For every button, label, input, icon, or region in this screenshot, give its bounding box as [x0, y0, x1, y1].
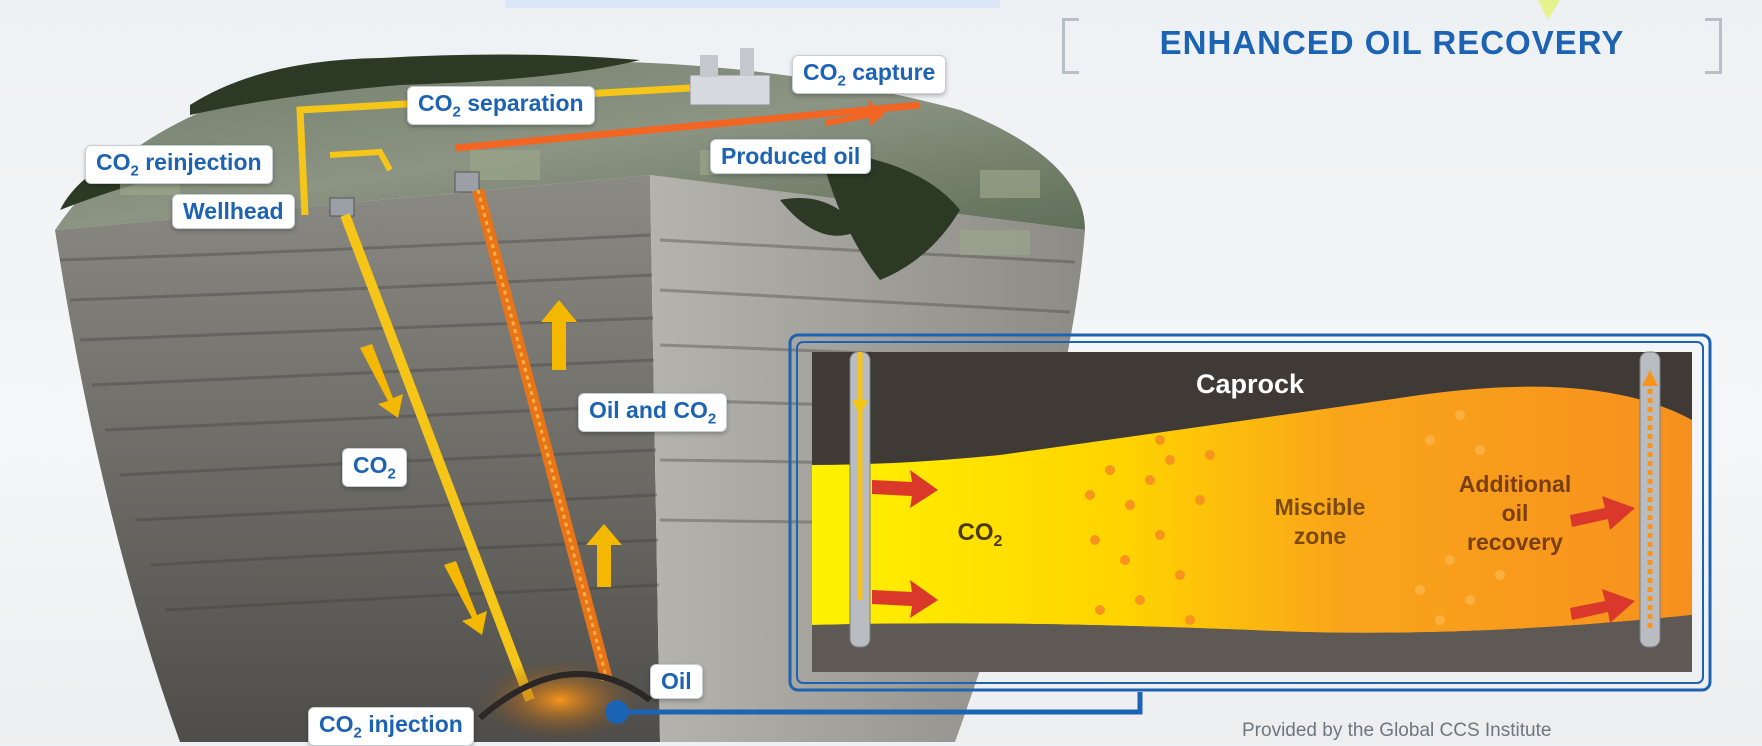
- credit-text: Provided by the Global CCS Institute: [1242, 720, 1552, 741]
- label-text: CO: [418, 90, 453, 116]
- inset-co2-subscript: 2: [993, 532, 1003, 550]
- inset-caprock-label: Caprock: [1195, 369, 1305, 399]
- inset-up-arrow: [1642, 370, 1658, 386]
- label-text: CO: [353, 452, 388, 478]
- inset-frame-outer: [788, 333, 1712, 692]
- label-oil-and-co2: Oil and CO2: [578, 393, 728, 432]
- inset-miscible-line2: zone: [1293, 523, 1347, 549]
- inset-connector-dot: [605, 700, 629, 724]
- inset-additional-line3: recovery: [1467, 529, 1563, 555]
- label-text: injection: [361, 711, 463, 737]
- label-produced-oil: Produced oil: [710, 139, 872, 174]
- title-bracket-left: [1062, 18, 1079, 74]
- top-decor-triangle: [1538, 0, 1560, 20]
- co2-down-arrows: [360, 344, 487, 635]
- production-wellhead: [454, 171, 480, 193]
- label-co2-separation: CO2 separation: [407, 86, 595, 125]
- label-co2-reinjection: CO2 reinjection: [85, 145, 273, 184]
- label-co2-capture: CO2 capture: [792, 55, 947, 94]
- ground-surface: [55, 61, 1085, 230]
- label-subscript: 2: [837, 72, 846, 90]
- produced-oil-arrow: [825, 100, 885, 126]
- label-co2-injection: CO2 injection: [308, 707, 474, 746]
- oil-up-arrows: [541, 300, 622, 587]
- label-text: CO: [803, 59, 838, 85]
- label-subscript: 2: [387, 465, 396, 483]
- inset-down-arrow: [852, 400, 868, 416]
- title-bracket-right: [1705, 18, 1722, 74]
- title-text: ENHANCED OIL RECOVERY: [1159, 24, 1625, 61]
- injection-well: [340, 213, 535, 702]
- inset-miscible-line1: Miscible: [1274, 494, 1366, 520]
- label-subscript: 2: [707, 410, 717, 428]
- produced-oil-pipe: [454, 101, 921, 152]
- flow-arrows: [872, 470, 1635, 623]
- production-well: [472, 188, 613, 682]
- inset-connector: [617, 692, 1143, 715]
- label-text: Oil and CO: [589, 397, 708, 423]
- strata-lines: [59, 233, 1076, 612]
- label-text: separation: [460, 90, 584, 116]
- base-rock-layer: [812, 615, 1692, 672]
- recovery-droplets: [1415, 410, 1505, 625]
- caprock-layer: [812, 352, 1692, 465]
- reservoir-layer: [812, 386, 1692, 633]
- inset-additional-recovery-label: Additional oil recovery: [1430, 470, 1600, 557]
- label-wellhead: Wellhead: [172, 194, 295, 229]
- reservoir-boundary: [478, 671, 652, 721]
- label-text: CO: [319, 711, 354, 737]
- miscible-droplets: [1085, 435, 1215, 625]
- inset-additional-line1: Additional: [1458, 471, 1572, 497]
- inset-co2-label: CO2: [940, 518, 1020, 556]
- oil-pocket: [480, 660, 640, 740]
- inset-frame-inner: [796, 341, 1704, 684]
- label-subscript: 2: [452, 103, 461, 121]
- injection-wellhead: [329, 197, 355, 217]
- inset-co2-text: CO: [957, 519, 994, 546]
- diagram-title: ENHANCED OIL RECOVERY: [1062, 18, 1722, 74]
- top-decor-bar: [505, 0, 1000, 8]
- label-oil: Oil: [650, 664, 703, 699]
- label-text: reinjection: [138, 149, 262, 175]
- label-text: capture: [845, 59, 936, 85]
- capture-plant: [689, 48, 771, 106]
- co2-reinjection-pipe: [329, 148, 393, 172]
- inset-miscible-label: Miscible zone: [1240, 493, 1400, 551]
- label-text: CO: [96, 149, 131, 175]
- label-subscript: 2: [130, 162, 139, 180]
- label-subscript: 2: [353, 724, 362, 742]
- inset-additional-line2: oil: [1501, 500, 1529, 526]
- label-co2: CO2: [342, 448, 407, 487]
